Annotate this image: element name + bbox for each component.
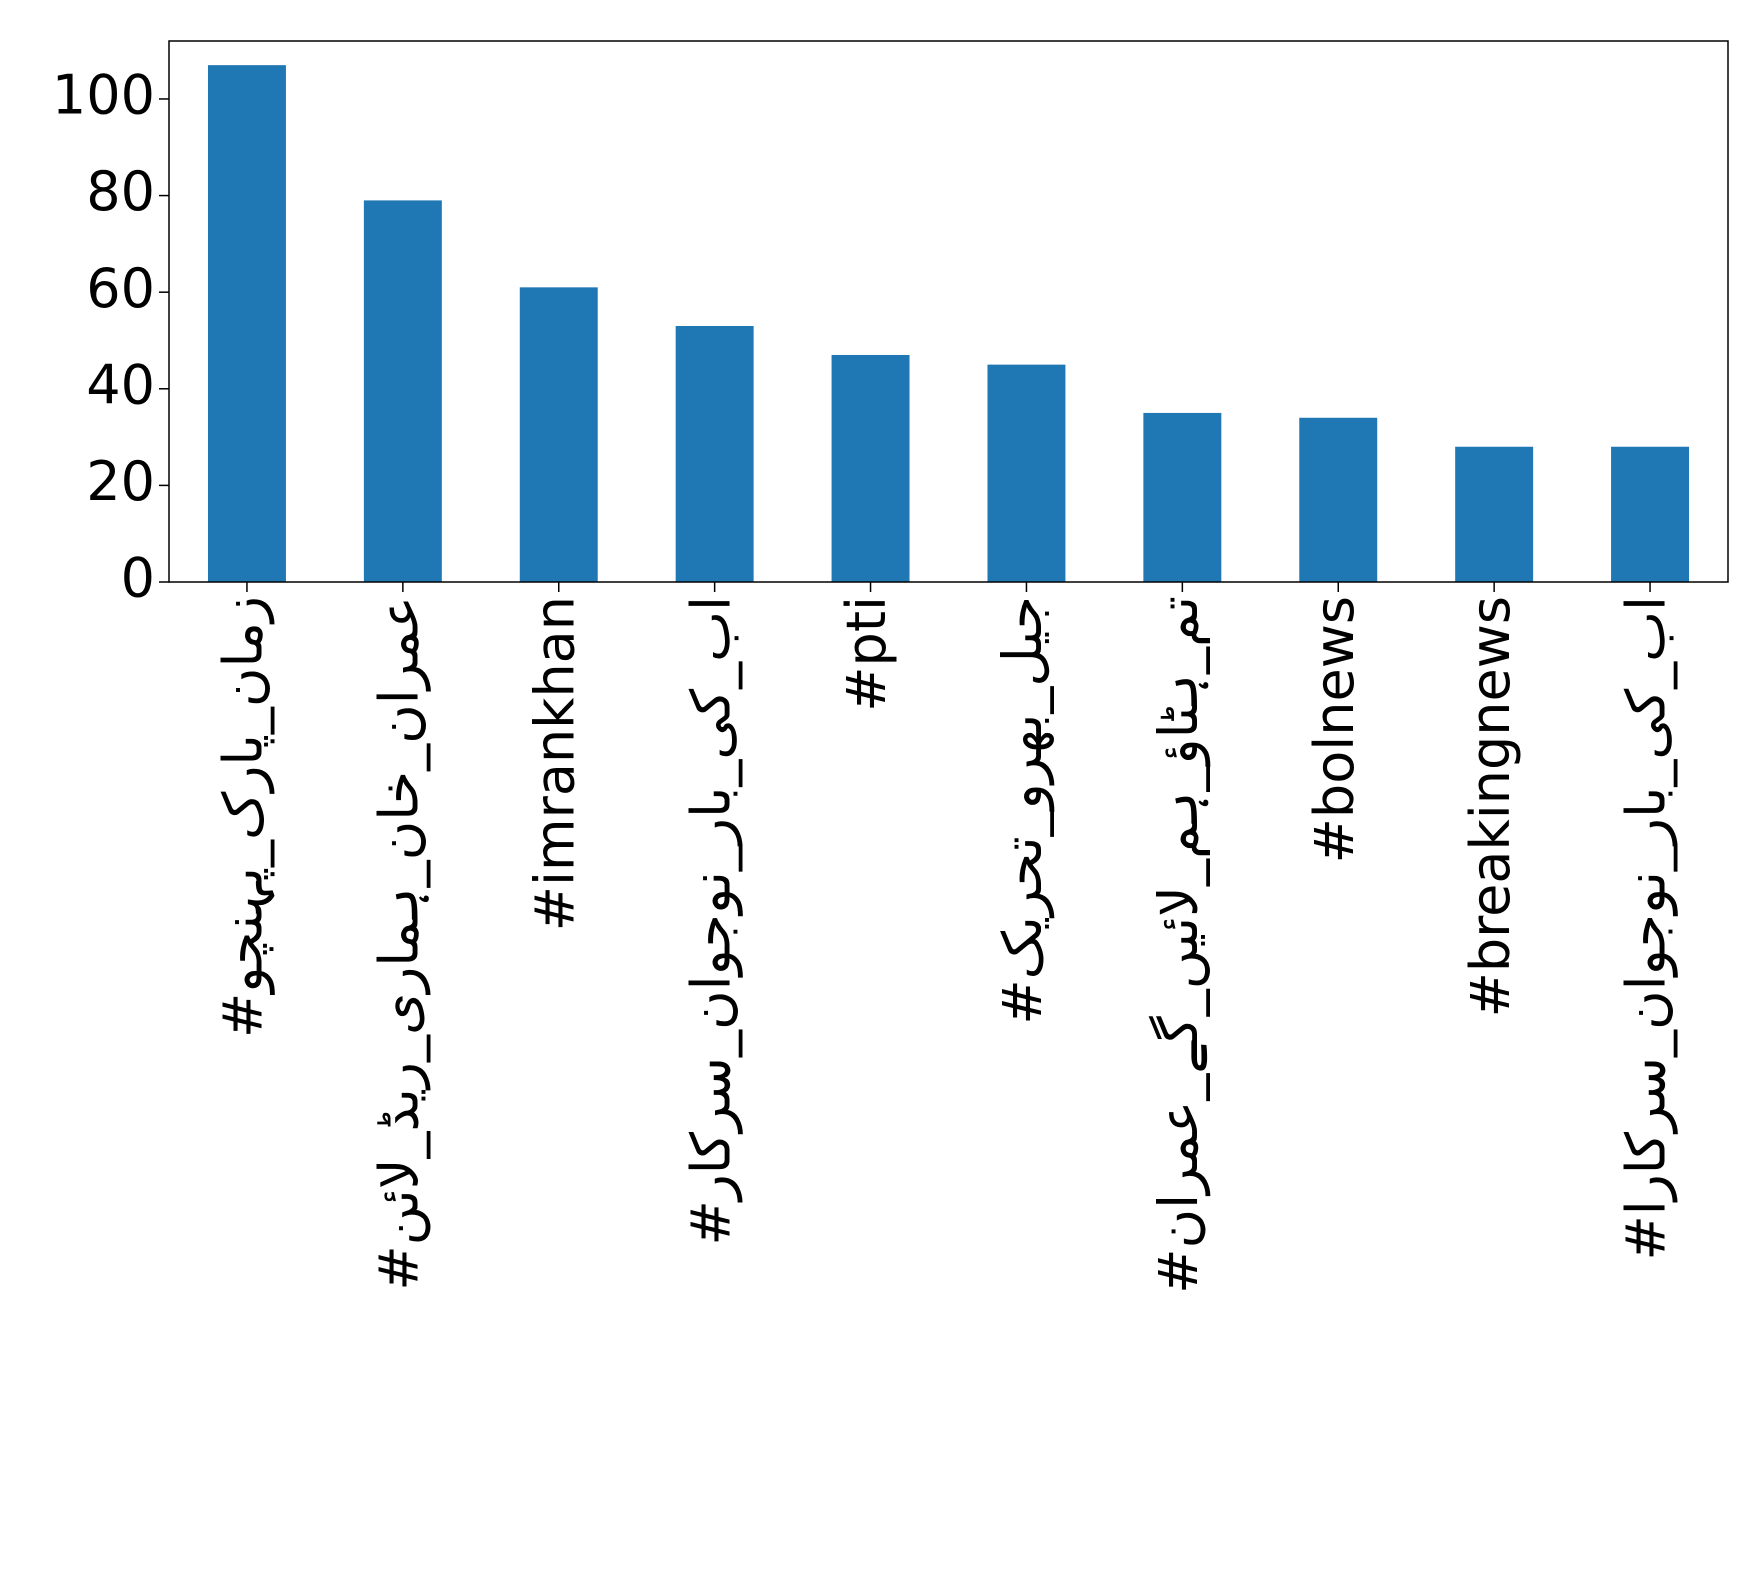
y-tick-label: 80 bbox=[86, 160, 155, 223]
x-tick-label: #bolnews bbox=[1303, 596, 1366, 863]
bar bbox=[1143, 412, 1222, 582]
x-tick-label: #اب_کی_بار_نوجوان_سرکارا bbox=[1615, 596, 1678, 1261]
x-tick-label: #breakingnews bbox=[1459, 596, 1522, 1017]
y-tick-label: 60 bbox=[86, 257, 155, 320]
bar bbox=[363, 200, 442, 582]
bar bbox=[519, 287, 598, 582]
bar bbox=[1455, 446, 1534, 582]
bar bbox=[1299, 417, 1378, 582]
bar bbox=[675, 325, 754, 582]
x-tick-label: #زمان_پارک_پہنچو bbox=[212, 596, 275, 1038]
y-tick-label: 0 bbox=[121, 547, 155, 610]
plot-frame bbox=[168, 40, 1729, 583]
x-tick-label: #جیل_بھرو_تحریک bbox=[991, 596, 1054, 1025]
y-tick-label: 20 bbox=[86, 450, 155, 513]
x-tick-label: #اب_کی_بار_نوجوان_سرکار bbox=[679, 596, 742, 1246]
bar bbox=[987, 364, 1066, 582]
bar bbox=[831, 354, 910, 582]
x-tick-label: #pti bbox=[835, 596, 898, 712]
y-tick-label: 100 bbox=[52, 64, 155, 127]
x-tick-label: #imrankhan bbox=[523, 596, 586, 931]
bar bbox=[207, 65, 286, 582]
x-tick-label: #تم_ہٹاؤ_ہم_لائیں_گے_عمران bbox=[1147, 596, 1210, 1294]
x-tick-label: #عمران_خان_ہماری_ریڈ_لائن bbox=[367, 596, 430, 1291]
bar bbox=[1611, 446, 1690, 582]
y-tick-label: 40 bbox=[86, 353, 155, 416]
